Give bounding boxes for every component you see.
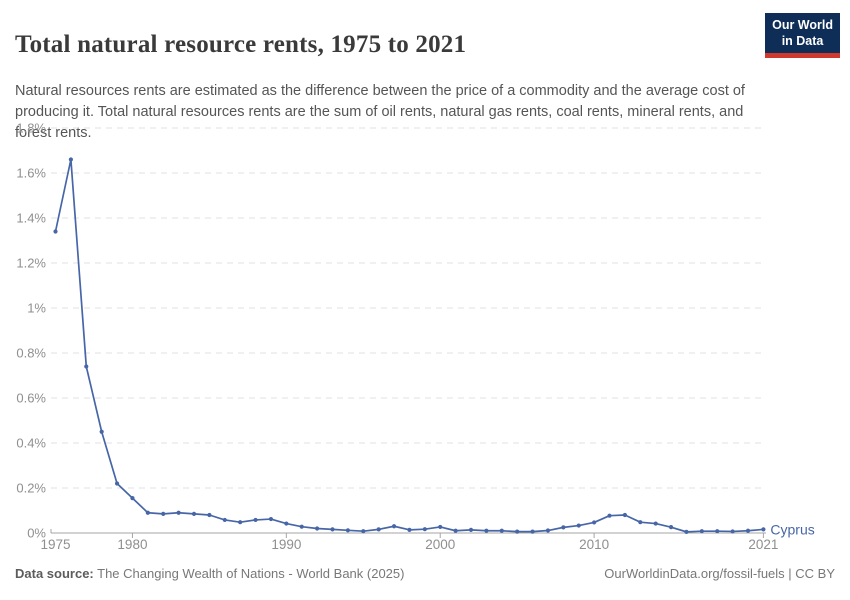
y-axis-tick-label: 1.8% — [16, 121, 46, 136]
data-point — [268, 516, 274, 522]
data-point — [145, 510, 150, 515]
x-axis-tick-label: 1990 — [271, 537, 301, 552]
data-point — [607, 513, 612, 518]
data-point — [592, 520, 597, 525]
data-point — [668, 525, 674, 530]
data-point — [53, 229, 58, 234]
owid-logo-line1: Our World — [772, 18, 833, 32]
x-axis-tick-label: 2010 — [579, 537, 609, 552]
x-axis-tick-label: 2000 — [425, 537, 455, 552]
data-point — [638, 520, 643, 525]
data-point — [68, 157, 73, 162]
line-chart[interactable]: 0% 0.2% 0.4% 0.6% 0.8% 1% 1.2% 1.4% 1.6% 1.8% 1975… — [0, 118, 850, 563]
data-point — [438, 524, 443, 530]
y-axis-tick-label: 0.6% — [16, 391, 46, 406]
data-point — [453, 528, 458, 533]
data-point — [376, 527, 381, 532]
data-point — [299, 524, 304, 529]
data-point — [699, 529, 704, 534]
chart-footer: Data source: The Changing Wealth of Nati… — [15, 566, 835, 581]
data-point — [284, 521, 289, 526]
data-point — [468, 527, 474, 532]
y-axis-tick-label: 1.2% — [16, 256, 46, 271]
data-point — [745, 528, 751, 533]
x-axis-tick-label: 1980 — [117, 537, 147, 552]
data-point — [484, 528, 489, 533]
data-point — [84, 364, 89, 369]
data-line — [54, 158, 765, 533]
y-axis-tick-label: 0.8% — [16, 346, 46, 361]
x-axis-tick-label: 1975 — [40, 537, 70, 552]
data-point — [161, 511, 166, 516]
data-source-text: The Changing Wealth of Nations - World B… — [93, 566, 405, 581]
data-point — [315, 526, 320, 531]
chart-subtitle: Natural resources rents are estimated as… — [15, 82, 745, 141]
data-point — [391, 524, 397, 529]
data-point — [114, 481, 120, 486]
data-point — [515, 529, 520, 534]
data-point — [176, 510, 181, 515]
data-point — [576, 523, 581, 528]
data-point — [191, 511, 197, 516]
data-point — [207, 512, 212, 518]
data-point — [238, 520, 243, 525]
data-point — [222, 517, 227, 523]
y-axis-tick-label: 1% — [27, 301, 46, 316]
data-point — [253, 517, 258, 523]
y-axis-tick-label: 0% — [27, 526, 46, 541]
owid-logo[interactable]: Our World in Data — [765, 13, 840, 59]
chart-title: Total natural resource rents, 1975 to 20… — [15, 30, 467, 58]
data-source-label: Data source: — [15, 566, 94, 581]
series-label: Cyprus — [770, 521, 814, 537]
data-point — [561, 525, 566, 530]
data-point — [730, 529, 735, 534]
data-point — [345, 528, 350, 533]
data-source: Data source: The Changing Wealth of Nati… — [15, 566, 404, 581]
data-point — [422, 527, 427, 532]
data-point — [715, 529, 720, 534]
data-point — [330, 527, 335, 532]
y-axis-tick-label: 1.6% — [16, 166, 46, 181]
data-point — [545, 528, 551, 533]
y-axis-tick-label: 1.4% — [16, 211, 46, 226]
data-point — [653, 521, 658, 526]
data-point — [530, 529, 535, 534]
y-axis-tick-label: 0.2% — [16, 481, 46, 496]
data-point — [684, 529, 689, 534]
license-link[interactable]: OurWorldinData.org/fossil-fuels | CC BY — [604, 566, 835, 581]
x-axis-tick-label: 2021 — [748, 537, 778, 552]
data-point — [130, 496, 135, 501]
data-point — [361, 529, 366, 534]
data-point — [407, 527, 412, 532]
y-axis-tick-label: 0.4% — [16, 436, 46, 451]
owid-logo-line2: in Data — [781, 33, 824, 48]
data-point — [622, 512, 627, 518]
data-point — [499, 528, 504, 533]
data-point — [99, 429, 104, 434]
data-point — [761, 527, 766, 532]
